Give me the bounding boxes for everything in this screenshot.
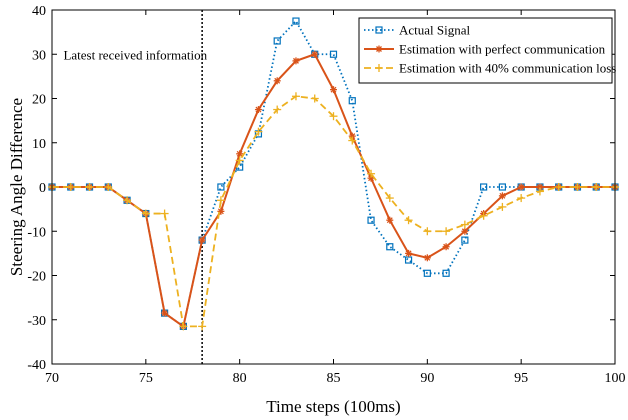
data-point <box>66 183 75 191</box>
y-tick-label: -40 <box>27 358 46 373</box>
data-point <box>423 269 431 277</box>
legend-marker <box>375 26 383 34</box>
data-point <box>348 97 356 105</box>
x-tick-label: 100 <box>605 371 626 386</box>
data-point <box>235 156 244 165</box>
data-point <box>479 211 488 220</box>
x-tick-labels: 70 75 80 85 90 95 100 <box>45 371 626 386</box>
legend-marker <box>375 45 383 53</box>
data-point <box>254 127 263 136</box>
y-tick-label: 30 <box>32 48 46 63</box>
x-tick-label: 95 <box>514 371 528 386</box>
data-point <box>217 183 225 191</box>
data-point <box>198 322 207 331</box>
data-point <box>405 249 413 257</box>
data-point <box>141 209 150 218</box>
annotation: Latest received information <box>63 10 208 364</box>
data-point <box>292 57 300 65</box>
x-tick-label: 85 <box>327 371 341 386</box>
data-point <box>273 37 281 45</box>
latest-info-label: Latest received information <box>63 47 207 62</box>
data-point <box>442 243 450 251</box>
legend-item: Estimation with 40% communication loss <box>364 61 616 76</box>
x-tick-label: 80 <box>233 371 247 386</box>
data-point <box>216 196 225 205</box>
y-tick-label: -20 <box>27 270 46 285</box>
data-point <box>291 92 300 101</box>
data-point <box>348 136 357 145</box>
y-tick-label: 20 <box>32 93 46 108</box>
legend-marker <box>375 64 383 72</box>
y-tick-label: -10 <box>27 225 46 240</box>
x-tick-label: 70 <box>45 371 59 386</box>
data-point <box>311 50 319 58</box>
data-point <box>480 183 488 191</box>
data-point <box>85 183 94 191</box>
data-point <box>273 77 281 85</box>
data-point <box>423 227 432 236</box>
legend-label: Actual Signal <box>399 23 471 38</box>
data-point <box>517 183 525 191</box>
y-tick-labels: -40 -30 -20 -10 0 10 20 30 40 <box>27 4 46 373</box>
x-tick-label: 75 <box>139 371 153 386</box>
data-point <box>292 17 300 25</box>
data-point <box>273 105 282 114</box>
data-point <box>104 183 113 191</box>
data-point <box>442 269 450 277</box>
data-point <box>573 183 582 191</box>
legend: Actual Signal Estimation with perfect com… <box>358 17 616 84</box>
data-point <box>498 192 506 200</box>
data-point <box>423 254 431 262</box>
data-point <box>460 220 469 229</box>
legend-label: Estimation with 40% communication loss <box>399 61 616 76</box>
data-point <box>367 169 376 178</box>
y-tick-label: 40 <box>32 4 46 19</box>
plot-frame <box>51 9 616 365</box>
data-point <box>442 227 451 236</box>
series-3 <box>48 92 619 331</box>
data-point <box>498 202 507 211</box>
data-point <box>236 150 244 158</box>
data-point <box>517 194 526 203</box>
data-point <box>386 243 394 251</box>
data-point <box>535 187 544 196</box>
legend-box <box>358 17 613 84</box>
data-point <box>198 236 206 244</box>
series-layer <box>48 17 619 331</box>
data-point <box>161 309 169 317</box>
y-tick-label: 10 <box>32 137 46 152</box>
data-point <box>254 106 262 114</box>
data-point <box>498 183 506 191</box>
legend-label: Estimation with perfect communication <box>399 42 606 57</box>
data-point <box>461 236 469 244</box>
data-point <box>179 322 188 331</box>
data-point <box>592 183 601 191</box>
y-axis-label: Steering Angle Difference <box>7 98 26 276</box>
legend-item: Estimation with perfect communication <box>364 42 606 57</box>
x-axis-label: Time steps (100ms) <box>266 397 400 416</box>
y-tick-label: -30 <box>27 314 46 329</box>
data-point <box>123 196 132 205</box>
data-point <box>160 209 169 218</box>
data-point <box>461 227 469 235</box>
data-point <box>310 94 319 103</box>
data-point <box>404 216 413 225</box>
data-point <box>386 216 394 224</box>
y-tick-label: 0 <box>39 181 46 196</box>
data-point <box>404 256 413 264</box>
data-point <box>330 86 337 94</box>
data-point <box>385 194 394 203</box>
data-point <box>329 112 338 121</box>
data-point <box>367 216 375 224</box>
data-point <box>554 183 563 191</box>
legend-item: Actual Signal <box>364 23 471 38</box>
data-point <box>329 50 338 58</box>
x-tick-label: 90 <box>420 371 434 386</box>
